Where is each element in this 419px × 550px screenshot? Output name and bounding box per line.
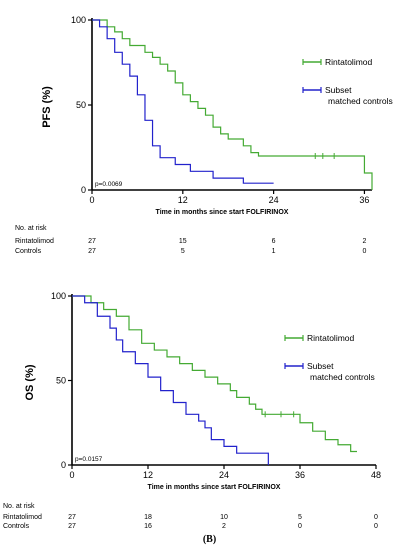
- chart1-at-risk-row-label: Rintatolimod: [15, 238, 54, 245]
- chart2-at-risk-row-label: Controls: [3, 523, 30, 530]
- chart2-y-tick-label: 50: [56, 376, 66, 386]
- chart2-x-tick-label: 48: [371, 470, 381, 480]
- chart2-x-axis-label: Time in months since start FOLFIRINOX: [148, 484, 281, 491]
- chart1-at-risk-value: 27: [88, 238, 96, 245]
- chart2-at-risk-value: 16: [144, 523, 152, 530]
- chart1-y-tick-label: 0: [81, 185, 86, 195]
- chart1-at-risk-value: 5: [181, 248, 185, 255]
- chart2-at-risk-value: 0: [374, 514, 378, 521]
- chart1-legend-label-line: matched controls: [328, 96, 393, 106]
- chart1-legend-label: Rintatolimod: [325, 57, 373, 67]
- chart2-at-risk-value: 0: [298, 523, 302, 530]
- chart1-legend-label-line: Subset: [325, 85, 352, 95]
- chart1-y-tick-label: 50: [76, 100, 86, 110]
- chart2-y-axis-label: OS (%): [24, 364, 36, 400]
- chart2-y-tick-label: 0: [61, 460, 66, 470]
- chart1-legend-label: Subset matched controls: [325, 85, 393, 106]
- chart2-at-risk-value: 27: [68, 523, 76, 530]
- chart2-at-risk-row-label: Rintatolimod: [3, 514, 42, 521]
- chart1-x-tick-label: 12: [178, 195, 188, 205]
- chart2-legend-label-line: Subset: [307, 361, 334, 371]
- chart1-at-risk-value: 27: [88, 248, 96, 255]
- chart1-at-risk-value: 2: [362, 238, 366, 245]
- chart1-x-tick-label: 24: [269, 195, 279, 205]
- chart2-legend-label-line: Rintatolimod: [307, 333, 355, 343]
- chart1-at-risk-value: 1: [272, 248, 276, 255]
- chart1-x-tick-label: 0: [89, 195, 94, 205]
- chart1-at-risk-row-label: Controls: [15, 248, 42, 255]
- chart1-series-controls-line: [92, 19, 274, 184]
- chart1-at-risk-value: 15: [179, 238, 187, 245]
- chart1-at-risk-value: 6: [272, 238, 276, 245]
- chart1-y-tick-label: 100: [71, 15, 86, 25]
- chart1-x-axis-label: Time in months since start FOLFIRINOX: [156, 209, 289, 216]
- chart1-x-tick-label: 36: [359, 195, 369, 205]
- chart2-series-controls-line: [72, 295, 269, 465]
- chart2-x-tick-label: 0: [69, 470, 74, 480]
- chart2-at-risk-value: 27: [68, 514, 76, 521]
- chart2-legend-label: Subset matched controls: [307, 361, 375, 382]
- chart1-at-risk-value: 0: [362, 248, 366, 255]
- chart2-p-value: p=0.0157: [75, 456, 103, 463]
- chart2-x-tick-label: 24: [219, 470, 229, 480]
- chart2-at-risk-value: 5: [298, 514, 302, 521]
- chart1-p-value: p=0.0069: [95, 181, 123, 188]
- chart2-legend-label-line: matched controls: [310, 372, 375, 382]
- chart1-at-risk-title: No. at risk: [15, 225, 47, 232]
- chart2-y-tick-label: 100: [51, 291, 66, 301]
- chart2-at-risk-value: 18: [144, 514, 152, 521]
- chart1-series-rintatolimod-line: [92, 19, 373, 190]
- chart2-x-tick-label: 12: [143, 470, 153, 480]
- chart2-at-risk-value: 2: [222, 523, 226, 530]
- chart2-at-risk-title: No. at risk: [3, 503, 35, 510]
- chart2-series-rintatolimod-line: [72, 295, 357, 453]
- chart2-legend-label: Rintatolimod: [307, 333, 355, 343]
- chart2-x-tick-label: 36: [295, 470, 305, 480]
- chart2-at-risk-value: 0: [374, 523, 378, 530]
- chart1-y-axis-label: PFS (%): [41, 86, 53, 128]
- figure-caption: (B): [202, 534, 217, 545]
- chart2-at-risk-value: 10: [220, 514, 228, 521]
- chart1-legend-label-line: Rintatolimod: [325, 57, 373, 67]
